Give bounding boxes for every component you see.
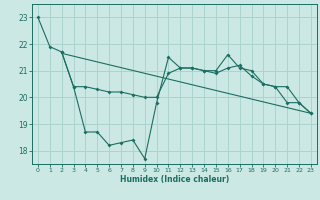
X-axis label: Humidex (Indice chaleur): Humidex (Indice chaleur) bbox=[120, 175, 229, 184]
